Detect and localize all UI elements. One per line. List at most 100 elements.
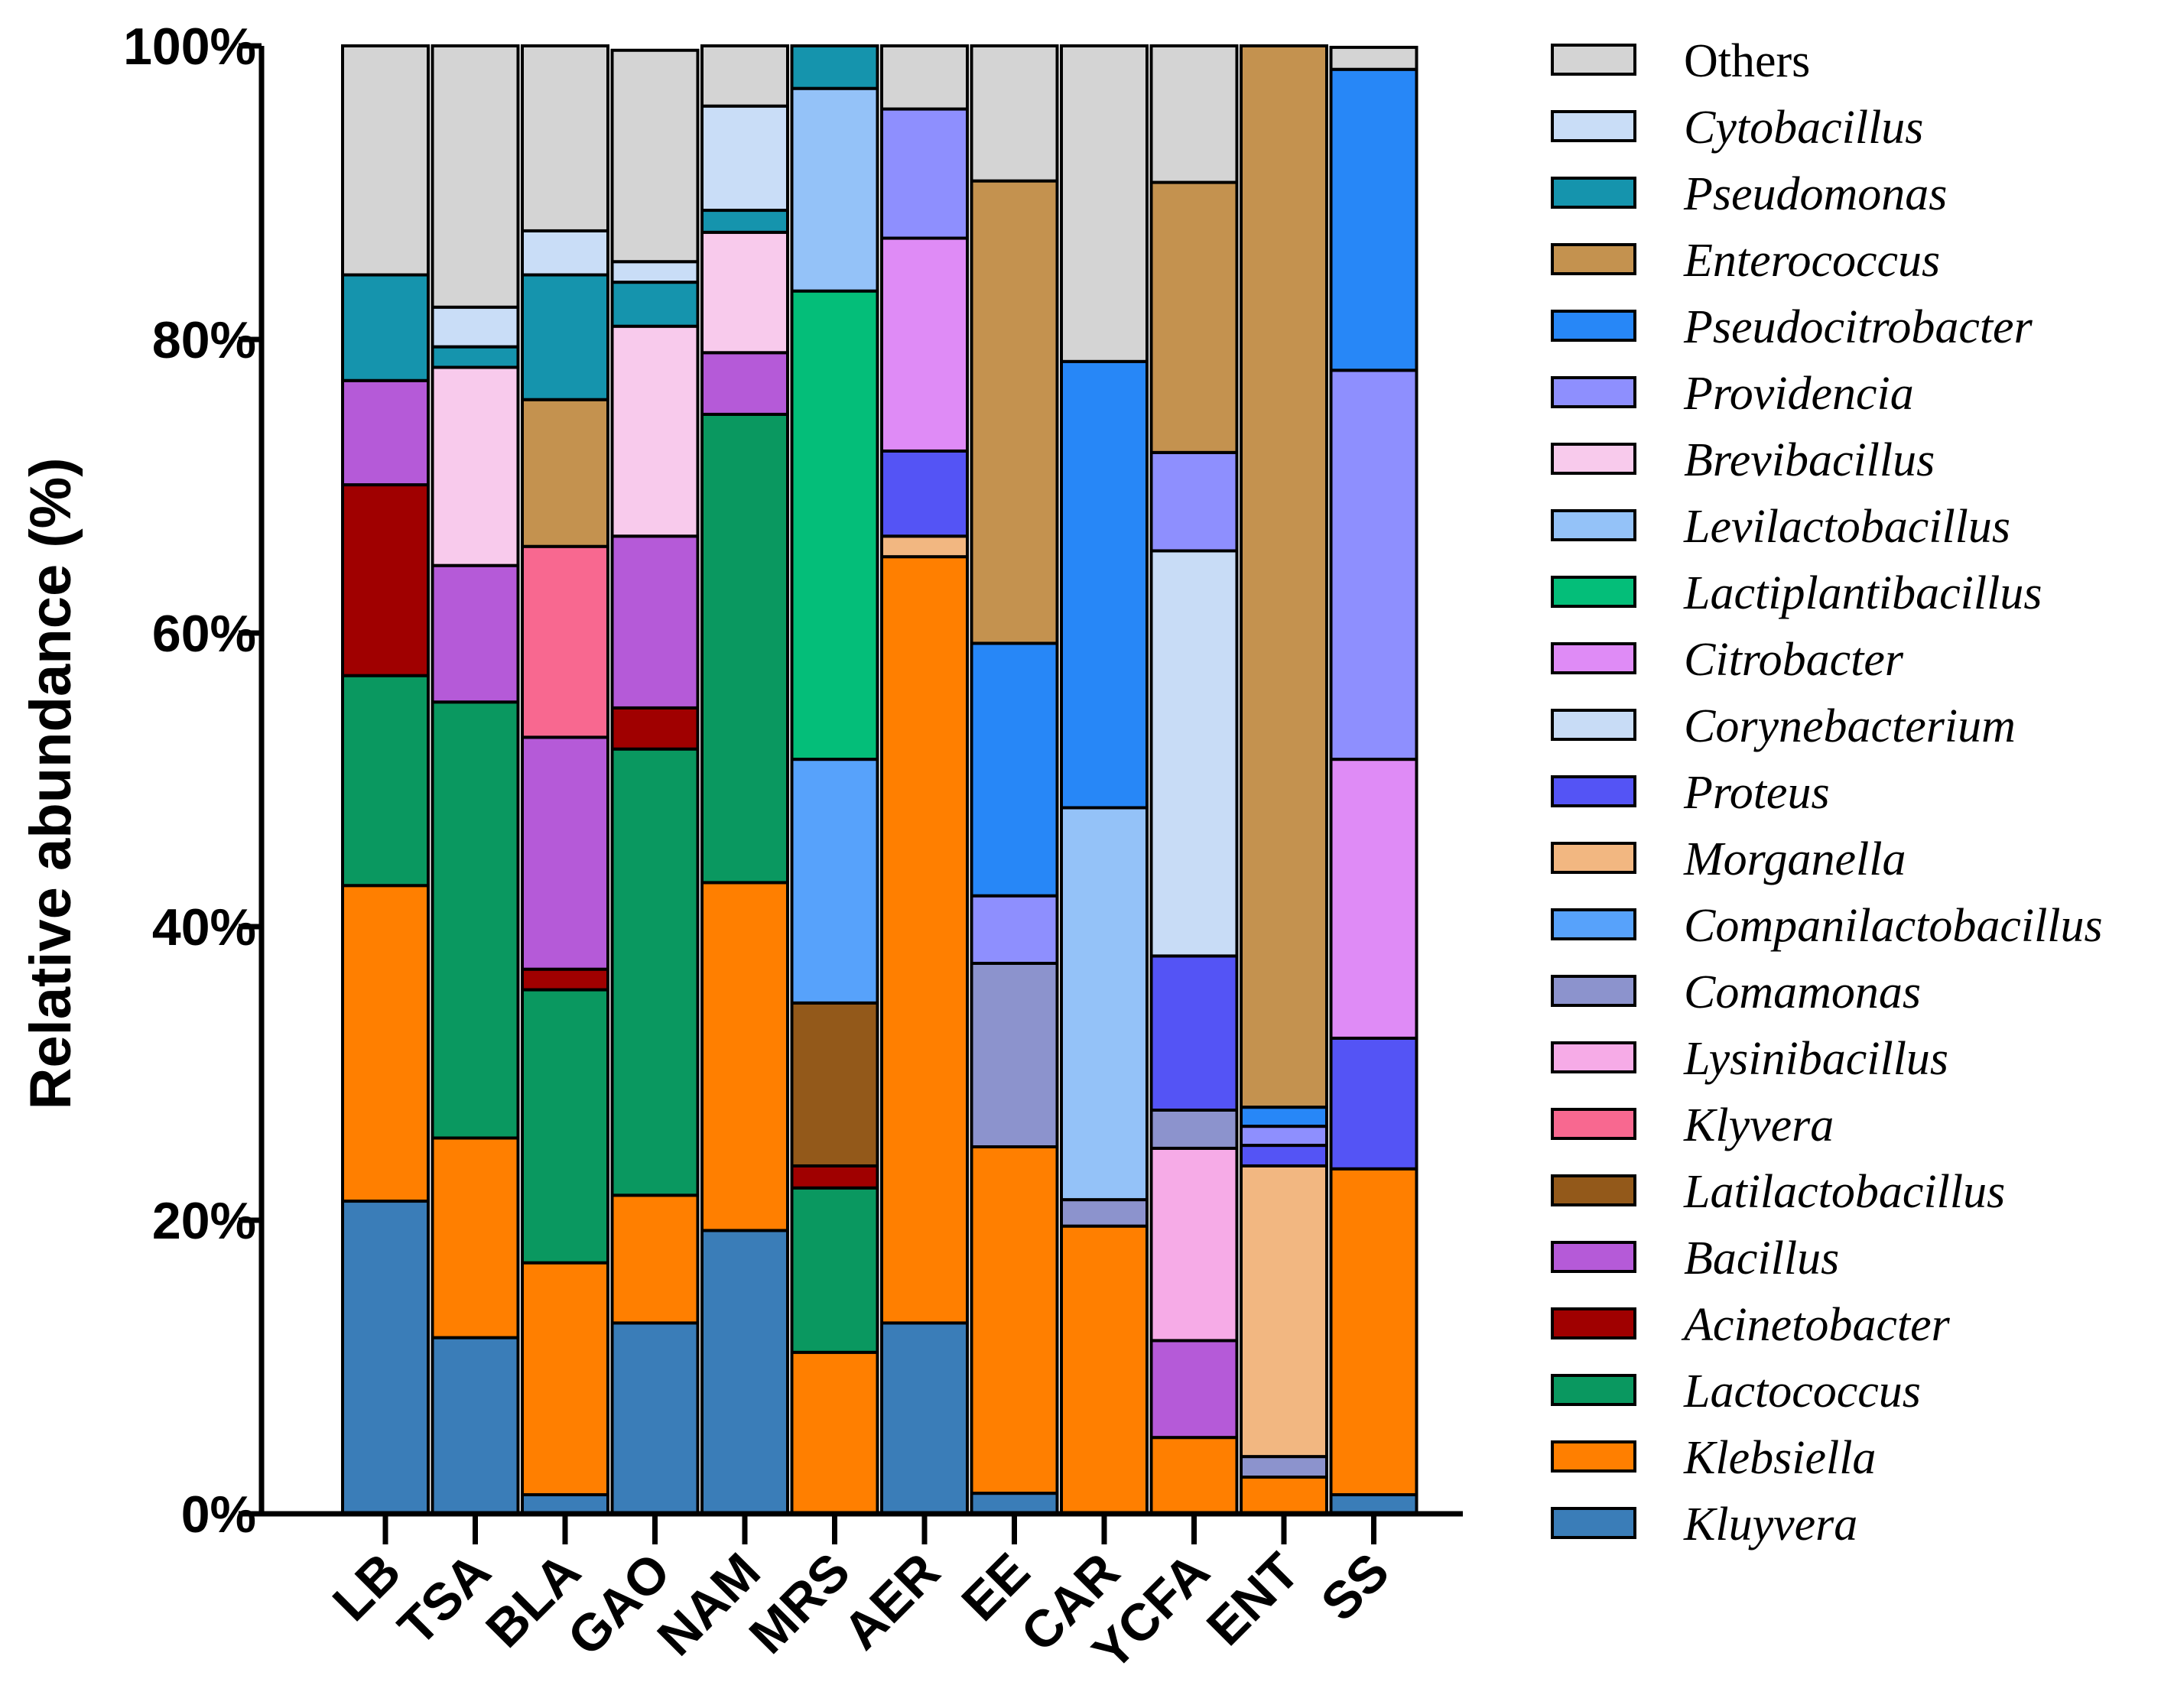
legend-label-lactiplantibacillus: Lactiplantibacillus	[1683, 567, 2042, 619]
y-tick-label: 40%	[152, 898, 256, 956]
legend-swatch-citrobacter	[1551, 642, 1636, 674]
bar-segment-tsa-brevibacillus	[431, 365, 520, 567]
legend-swatch-kluyvera	[1551, 1507, 1636, 1539]
bar-segment-car-others	[1060, 44, 1149, 363]
bar-segment-gao-acinetobacter	[610, 706, 700, 751]
bar-segment-car-levilactobacillus	[1060, 806, 1149, 1202]
bar-segment-ee-others	[970, 44, 1059, 183]
bar-segment-tsa-lactococcus	[431, 700, 520, 1140]
bar-segment-ycfa-others	[1149, 44, 1239, 184]
bar-segment-ss-proteus	[1329, 1036, 1418, 1171]
bar-segment-nam-others	[700, 44, 789, 108]
bar-segment-lb-bacillus	[341, 378, 430, 487]
legend-label-comamonas: Comamonas	[1684, 966, 1921, 1018]
bar-segment-gao-lactococcus	[610, 747, 700, 1197]
y-tick-label: 60%	[152, 605, 256, 663]
legend-swatch-pseudomonas	[1551, 177, 1636, 209]
bar-segment-aer-klebsiella	[880, 555, 969, 1325]
bar-segment-ent-enterococcus	[1240, 44, 1328, 1109]
legend-swatch-providencia	[1551, 376, 1636, 408]
bar-segment-gao-klebsiella	[610, 1193, 700, 1325]
bar-segment-ent-comamonas	[1240, 1455, 1328, 1479]
bar-segment-ss-citrobacter	[1329, 758, 1418, 1040]
bar-segment-mrs-companilactobacillus	[790, 758, 879, 1005]
legend-swatch-lactococcus	[1551, 1374, 1636, 1406]
bar-segment-mrs-pseudomonas	[790, 44, 879, 90]
bar-segment-ycfa-proteus	[1149, 954, 1239, 1112]
legend-swatch-enterococcus	[1551, 243, 1636, 275]
bar-segment-ycfa-comamonas	[1149, 1109, 1239, 1150]
bar-segment-ycfa-corynebacterium	[1149, 549, 1239, 958]
bar-segment-ss-kluyvera	[1329, 1493, 1418, 1516]
legend-label-latilactobacillus: Latilactobacillus	[1683, 1166, 2005, 1218]
legend-label-levilactobacillus: Levilactobacillus	[1683, 501, 2010, 553]
bar-segment-nam-klebsiella	[700, 881, 789, 1232]
legend-label-cytobacillus: Cytobacillus	[1684, 102, 1923, 154]
bar-segment-ent-proteus	[1240, 1144, 1328, 1167]
legend-swatch-corynebacterium	[1551, 709, 1636, 741]
legend-swatch-morganella	[1551, 842, 1636, 874]
bar-segment-tsa-bacillus	[431, 563, 520, 704]
legend-label-klyvera: Klyvera	[1683, 1099, 1834, 1151]
bar-segment-ss-others	[1329, 45, 1418, 71]
bar-segment-ycfa-lysinibacillus	[1149, 1146, 1239, 1343]
bar-segment-aer-others	[880, 44, 969, 111]
bar-segment-tsa-klebsiella	[431, 1136, 520, 1339]
y-axis-title: Relative abundance (%)	[18, 457, 83, 1109]
legend-label-acinetobacter: Acinetobacter	[1681, 1299, 1951, 1351]
bar-segment-car-comamonas	[1060, 1198, 1149, 1228]
bar-segment-nam-bacillus	[700, 351, 789, 416]
bar-segment-aer-citrobacter	[880, 236, 969, 453]
bar-segment-bla-bacillus	[521, 735, 609, 971]
legend-swatch-lysinibacillus	[1551, 1041, 1636, 1073]
bar-segment-bla-cytobacillus	[521, 229, 609, 277]
x-tick-label-ss: SS	[1310, 1542, 1400, 1632]
bar-segment-ee-comamonas	[970, 962, 1059, 1148]
legend-label-corynebacterium: Corynebacterium	[1684, 700, 2016, 752]
legend-label-pseudomonas: Pseudomonas	[1683, 168, 1947, 220]
legend-label-companilactobacillus: Companilactobacillus	[1684, 900, 2103, 952]
legend-swatch-proteus	[1551, 775, 1636, 807]
bar-segment-bla-klyvera	[521, 544, 609, 739]
bar-segment-bla-lactococcus	[521, 988, 609, 1265]
bar-segment-aer-proteus	[880, 449, 969, 538]
bar-segment-ycfa-bacillus	[1149, 1339, 1239, 1440]
legend-label-kluyvera: Kluyvera	[1683, 1499, 1857, 1551]
legend-label-lactococcus: Lactococcus	[1683, 1365, 1921, 1417]
bar-segment-bla-enterococcus	[521, 398, 609, 548]
bar-segment-ss-pseudocitrobacter	[1329, 67, 1418, 372]
x-tick-label-aer: AER	[832, 1542, 951, 1661]
bar-segment-mrs-levilactobacillus	[790, 86, 879, 293]
legend-label-morganella: Morganella	[1683, 833, 1906, 885]
bar-segment-bla-others	[521, 44, 609, 232]
bar-segment-car-klebsiella	[1060, 1224, 1149, 1516]
legend-swatch-others	[1551, 44, 1636, 76]
bar-segment-bla-kluyvera	[521, 1493, 609, 1516]
bar-segment-ycfa-providencia	[1149, 450, 1239, 553]
bar-segment-aer-morganella	[880, 534, 969, 559]
y-tick-label: 0%	[181, 1486, 256, 1544]
bar-segment-bla-pseudomonas	[521, 273, 609, 401]
x-tick-label-nam: NAM	[646, 1542, 771, 1667]
bar-segment-gao-bacillus	[610, 534, 700, 710]
bar-segment-nam-pseudomonas	[700, 209, 789, 234]
bar-segment-gao-cytobacillus	[610, 260, 700, 284]
bar-segment-ee-pseudocitrobacter	[970, 641, 1059, 898]
bar-segment-gao-others	[610, 48, 700, 264]
bar-segment-gao-brevibacillus	[610, 324, 700, 538]
bar-segment-car-pseudocitrobacter	[1060, 359, 1149, 810]
bar-segment-mrs-acinetobacter	[790, 1164, 879, 1190]
bar-segment-gao-kluyvera	[610, 1321, 700, 1516]
bar-segment-gao-pseudomonas	[610, 281, 700, 328]
bar-segment-ee-klebsiella	[970, 1145, 1059, 1495]
legend-swatch-lactiplantibacillus	[1551, 576, 1636, 608]
bar-segment-ss-providencia	[1329, 369, 1418, 761]
bar-segment-lb-klebsiella	[341, 884, 430, 1203]
legend-label-providencia: Providencia	[1683, 368, 1914, 420]
bar-segment-lb-others	[341, 44, 430, 277]
bar-segment-ent-pseudocitrobacter	[1240, 1106, 1328, 1128]
legend-swatch-klyvera	[1551, 1108, 1636, 1140]
bar-segment-ss-klebsiella	[1329, 1167, 1418, 1497]
y-tick-label: 20%	[152, 1192, 256, 1250]
